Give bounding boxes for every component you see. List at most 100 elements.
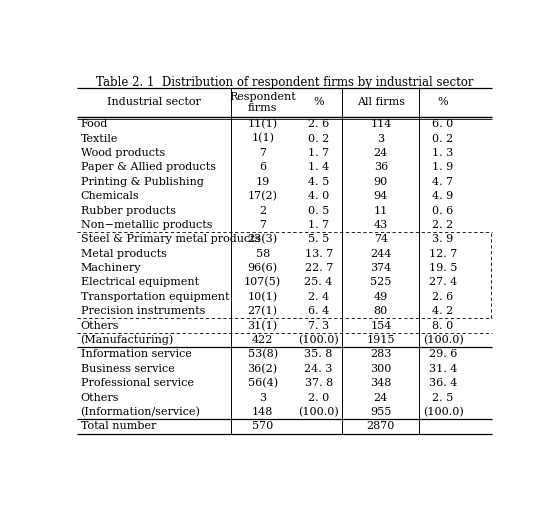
- Text: 29. 6: 29. 6: [429, 349, 457, 360]
- Text: 3: 3: [259, 392, 266, 402]
- Text: 0. 6: 0. 6: [432, 206, 453, 216]
- Text: 525: 525: [370, 277, 391, 287]
- Text: 4. 0: 4. 0: [308, 191, 329, 201]
- Text: Respondent
firms: Respondent firms: [229, 91, 296, 113]
- Text: 1. 7: 1. 7: [308, 148, 329, 158]
- Text: 24. 3: 24. 3: [305, 364, 333, 374]
- Text: 22. 7: 22. 7: [305, 263, 333, 273]
- Text: Textile: Textile: [80, 133, 118, 143]
- Text: 114: 114: [370, 119, 391, 129]
- Text: 6: 6: [259, 162, 266, 172]
- Text: 2: 2: [259, 206, 266, 216]
- Text: 4. 5: 4. 5: [308, 177, 329, 187]
- Text: 19: 19: [255, 177, 270, 187]
- Text: (Information/service): (Information/service): [80, 407, 200, 417]
- Text: 2. 5: 2. 5: [432, 392, 453, 402]
- Text: 1. 9: 1. 9: [432, 162, 453, 172]
- Text: 1. 7: 1. 7: [308, 220, 329, 230]
- Text: 24: 24: [374, 392, 388, 402]
- Text: 1(1): 1(1): [251, 133, 274, 144]
- Text: 570: 570: [252, 421, 273, 431]
- Text: 36: 36: [374, 162, 388, 172]
- Text: Business service: Business service: [80, 364, 174, 374]
- Text: 7. 3: 7. 3: [308, 321, 329, 331]
- Text: 148: 148: [252, 407, 274, 417]
- Text: (100.0): (100.0): [298, 335, 339, 345]
- Text: Metal products: Metal products: [80, 248, 166, 259]
- Text: 31(1): 31(1): [248, 321, 278, 331]
- Text: 11: 11: [374, 206, 388, 216]
- Text: 0. 5: 0. 5: [308, 206, 329, 216]
- Text: 4. 7: 4. 7: [432, 177, 453, 187]
- Text: (100.0): (100.0): [298, 407, 339, 417]
- Text: 2. 2: 2. 2: [432, 220, 453, 230]
- Text: Professional service: Professional service: [80, 378, 194, 388]
- Text: 1. 3: 1. 3: [432, 148, 453, 158]
- Text: 27. 4: 27. 4: [429, 277, 457, 287]
- Text: 1915: 1915: [367, 335, 395, 345]
- Text: 3: 3: [377, 133, 385, 143]
- Text: Non−metallic products: Non−metallic products: [80, 220, 212, 230]
- Text: 80: 80: [374, 306, 388, 316]
- Text: 3. 9: 3. 9: [432, 234, 453, 244]
- Text: 4. 9: 4. 9: [432, 191, 453, 201]
- Text: 2870: 2870: [367, 421, 395, 431]
- Text: %: %: [438, 97, 448, 108]
- Text: 6. 0: 6. 0: [432, 119, 453, 129]
- Text: 2. 6: 2. 6: [308, 119, 329, 129]
- Text: 1. 4: 1. 4: [308, 162, 329, 172]
- Text: 5. 5: 5. 5: [308, 234, 329, 244]
- Text: 94: 94: [374, 191, 388, 201]
- Text: 56(4): 56(4): [248, 378, 278, 388]
- Text: 13. 7: 13. 7: [305, 248, 333, 259]
- Text: Steel & Primary metal products: Steel & Primary metal products: [80, 234, 260, 244]
- Text: 25. 4: 25. 4: [305, 277, 333, 287]
- Text: 283: 283: [370, 349, 391, 360]
- Text: 36(2): 36(2): [248, 364, 278, 374]
- Text: 31. 4: 31. 4: [429, 364, 457, 374]
- Text: 348: 348: [370, 378, 391, 388]
- Text: 244: 244: [370, 248, 391, 259]
- Text: 300: 300: [370, 364, 391, 374]
- Text: Table 2. 1  Distribution of respondent firms by industrial sector: Table 2. 1 Distribution of respondent fi…: [95, 76, 473, 88]
- Text: 96(6): 96(6): [248, 263, 278, 273]
- Text: 154: 154: [370, 321, 391, 331]
- Text: 107(5): 107(5): [244, 277, 281, 287]
- Text: 49: 49: [374, 292, 388, 302]
- Text: Machinery: Machinery: [80, 263, 141, 273]
- Text: 422: 422: [252, 335, 274, 345]
- Text: 37. 8: 37. 8: [305, 378, 333, 388]
- Text: 36. 4: 36. 4: [429, 378, 457, 388]
- Text: 0. 2: 0. 2: [308, 133, 329, 143]
- Text: 8. 0: 8. 0: [432, 321, 453, 331]
- Text: 53(8): 53(8): [248, 349, 278, 360]
- Text: 35. 8: 35. 8: [305, 349, 333, 360]
- Text: 19. 5: 19. 5: [429, 263, 457, 273]
- Text: (100.0): (100.0): [423, 335, 463, 345]
- Text: 74: 74: [374, 234, 388, 244]
- Text: 7: 7: [259, 148, 266, 158]
- Text: 24: 24: [374, 148, 388, 158]
- Text: Rubber products: Rubber products: [80, 206, 175, 216]
- Text: 2. 6: 2. 6: [432, 292, 453, 302]
- Text: 43: 43: [374, 220, 388, 230]
- Text: 23(3): 23(3): [248, 234, 278, 244]
- Text: Information service: Information service: [80, 349, 191, 360]
- Text: 58: 58: [255, 248, 270, 259]
- Text: 11(1): 11(1): [248, 119, 278, 129]
- Text: Others: Others: [80, 321, 119, 331]
- Text: Electrical equipment: Electrical equipment: [80, 277, 199, 287]
- Text: Printing & Publishing: Printing & Publishing: [80, 177, 204, 187]
- Text: 955: 955: [370, 407, 391, 417]
- Text: 17(2): 17(2): [248, 191, 278, 201]
- Text: 0. 2: 0. 2: [432, 133, 453, 143]
- Text: 10(1): 10(1): [248, 292, 278, 302]
- Text: Food: Food: [80, 119, 108, 129]
- Text: Paper & Allied products: Paper & Allied products: [80, 162, 215, 172]
- Text: 374: 374: [370, 263, 391, 273]
- Text: Total number: Total number: [80, 421, 156, 431]
- Text: Precision instruments: Precision instruments: [80, 306, 205, 316]
- Text: 4. 2: 4. 2: [432, 306, 453, 316]
- Text: 27(1): 27(1): [248, 306, 278, 316]
- Text: Wood products: Wood products: [80, 148, 165, 158]
